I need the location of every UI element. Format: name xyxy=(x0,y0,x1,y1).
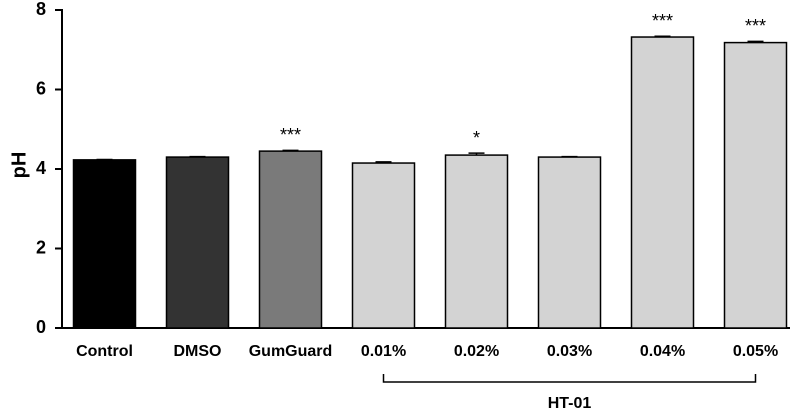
bar xyxy=(165,156,230,329)
bar xyxy=(444,154,509,329)
bar xyxy=(723,41,788,329)
y-tick-label: 2 xyxy=(36,237,46,257)
x-tick-label: GumGuard xyxy=(249,343,333,360)
error-bar xyxy=(468,152,485,156)
group-bracket xyxy=(382,374,757,383)
significance-label: *** xyxy=(652,11,673,31)
error-bar xyxy=(747,40,764,43)
x-tick-label: DMSO xyxy=(174,343,222,360)
x-tick-label: 0.03% xyxy=(547,343,592,360)
x-tick-label: 0.01% xyxy=(361,343,406,360)
y-axis-label: pH xyxy=(8,152,30,179)
bar xyxy=(72,159,137,329)
significance-label: *** xyxy=(745,16,766,36)
x-tick-label: 0.02% xyxy=(454,343,499,360)
bar xyxy=(258,150,323,329)
y-tick-label: 4 xyxy=(36,158,46,178)
bar xyxy=(630,36,695,329)
y-tick-label: 8 xyxy=(36,0,46,19)
x-tick-label: 0.04% xyxy=(640,343,685,360)
significance-label: *** xyxy=(280,125,301,145)
error-bar xyxy=(282,149,299,152)
y-tick-label: 6 xyxy=(36,78,46,98)
bar xyxy=(537,156,602,329)
significance-label: * xyxy=(473,128,480,148)
x-tick-label: 0.05% xyxy=(733,343,778,360)
error-bar xyxy=(654,35,671,38)
bar xyxy=(351,162,416,329)
x-tick-label: Control xyxy=(76,343,133,360)
error-bar xyxy=(375,161,392,164)
group-label: HT-01 xyxy=(548,395,592,412)
y-tick-label: 0 xyxy=(36,317,46,337)
